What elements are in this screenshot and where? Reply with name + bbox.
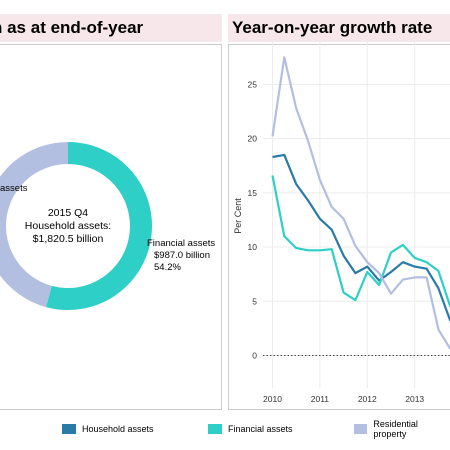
legend-label-financial: Financial assets [228,424,293,434]
y-tick-label: 10 [248,242,258,252]
y-axis-label: Per Cent [233,198,243,234]
legend-label-residential: Residential property [373,419,418,439]
x-tick-label: 2011 [311,394,330,404]
y-tick-label: 25 [248,79,258,89]
legend-swatch-household [62,424,76,434]
legend-label-household: Household assets [82,424,154,434]
y-tick-label: 5 [252,296,257,306]
donut-label-financial: Financial assets [147,238,215,249]
donut-center-text: Household assets: [25,220,111,232]
y-tick-label: 15 [248,188,258,198]
donut-slice-financial-assets [46,142,152,310]
donut-label-financial: 54.2% [154,262,181,273]
x-tick-label: 2013 [405,394,424,404]
series-line-household-assets [272,153,450,322]
y-tick-label: 0 [252,350,257,360]
x-tick-label: 2010 [263,394,282,404]
line-chart-panel [228,44,450,410]
donut-slice-residential-property [0,142,68,308]
donut-label-financial: $987.0 billion [154,250,210,261]
donut-panel [0,44,222,410]
legend-item-residential[interactable]: Residential property [354,418,450,440]
series-line-financial-assets [271,175,450,308]
legend-item-financial[interactable]: Financial assets [208,418,293,440]
donut-panel-title: n as at end-of-year [0,14,222,42]
x-tick-label: 2012 [358,394,377,404]
legend-item-household[interactable]: Household assets [62,418,154,440]
legend-swatch-residential [354,424,368,434]
donut-center-text: 2015 Q4 [48,207,88,219]
y-tick-label: 20 [248,134,258,144]
donut-center-text: $1,820.5 billion [33,233,104,245]
line-panel-title: Year-on-year growth rate [228,14,450,42]
legend-swatch-financial [208,424,222,434]
donut-label-residential: assets [0,183,28,194]
series-line-residential-property [271,56,450,350]
